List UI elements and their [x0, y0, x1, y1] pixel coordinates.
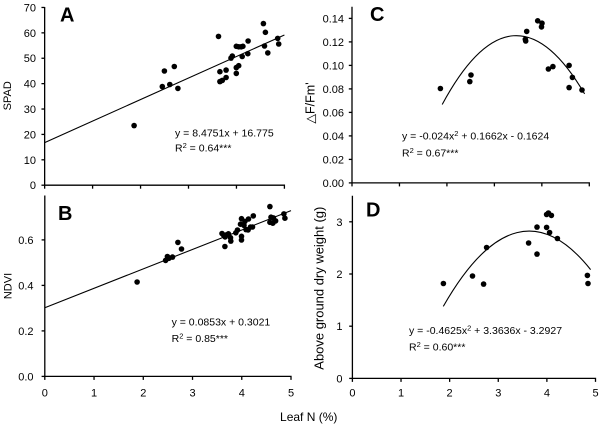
svg-text:R2 = 0.67***: R2 = 0.67***: [402, 146, 458, 160]
svg-text:3: 3: [336, 217, 342, 229]
svg-text:40: 40: [24, 79, 36, 91]
svg-text:0.04: 0.04: [323, 131, 344, 143]
svg-text:y = 8.4751x + 16.775: y = 8.4751x + 16.775: [175, 127, 274, 139]
svg-text:y = -0.4625x2 + 3.3636x - 3.29: y = -0.4625x2 + 3.3636x - 3.2927: [409, 323, 562, 337]
svg-text:4: 4: [239, 388, 245, 400]
svg-text:30: 30: [24, 104, 36, 116]
svg-text:0.0: 0.0: [18, 371, 33, 383]
svg-text:B: B: [58, 203, 72, 225]
svg-text:2: 2: [140, 388, 146, 400]
svg-text:NDVI: NDVI: [3, 273, 15, 299]
svg-text:0.4: 0.4: [18, 280, 33, 292]
svg-text:Leaf N (%): Leaf N (%): [280, 410, 337, 424]
svg-text:0.14: 0.14: [323, 13, 344, 25]
svg-text:0.06: 0.06: [323, 107, 344, 119]
svg-text:0.00: 0.00: [323, 178, 344, 190]
svg-text:0.10: 0.10: [323, 60, 344, 72]
svg-text:5: 5: [288, 388, 294, 400]
svg-text:0.12: 0.12: [323, 37, 344, 49]
svg-text:0.2: 0.2: [18, 326, 33, 338]
svg-text:1: 1: [91, 388, 97, 400]
svg-text:△F/Fm': △F/Fm': [304, 82, 318, 123]
svg-text:3: 3: [495, 388, 501, 400]
svg-text:2: 2: [447, 388, 453, 400]
svg-text:20: 20: [24, 129, 36, 141]
svg-text:R2 = 0.60***: R2 = 0.60***: [409, 340, 465, 354]
svg-text:2: 2: [336, 269, 342, 281]
svg-text:70: 70: [24, 3, 36, 15]
svg-text:Above ground dry weight (g): Above ground dry weight (g): [313, 207, 327, 370]
svg-text:0: 0: [30, 180, 36, 192]
svg-text:10: 10: [24, 155, 36, 167]
svg-text:D: D: [366, 200, 380, 222]
svg-text:R2 = 0.85***: R2 = 0.85***: [172, 331, 228, 345]
svg-text:R2 = 0.64***: R2 = 0.64***: [175, 141, 231, 155]
svg-text:y = 0.0853x + 0.3021: y = 0.0853x + 0.3021: [172, 316, 271, 328]
svg-text:0.02: 0.02: [323, 154, 344, 166]
svg-text:5: 5: [592, 388, 598, 400]
svg-text:1: 1: [398, 388, 404, 400]
svg-text:4: 4: [544, 388, 550, 400]
svg-text:3: 3: [189, 388, 195, 400]
svg-text:0.6: 0.6: [18, 235, 33, 247]
svg-text:C: C: [370, 4, 384, 26]
svg-text:SPAD: SPAD: [2, 81, 14, 110]
svg-text:A: A: [60, 4, 74, 26]
svg-text:50: 50: [24, 53, 36, 65]
svg-text:0: 0: [42, 388, 48, 400]
svg-text:y = -0.024x2 + 0.1662x - 0.162: y = -0.024x2 + 0.1662x - 0.1624: [402, 129, 549, 143]
svg-text:60: 60: [24, 28, 36, 40]
svg-text:0.08: 0.08: [323, 84, 344, 96]
svg-text:1: 1: [336, 321, 342, 333]
svg-text:0: 0: [349, 388, 355, 400]
svg-text:0: 0: [336, 373, 342, 385]
